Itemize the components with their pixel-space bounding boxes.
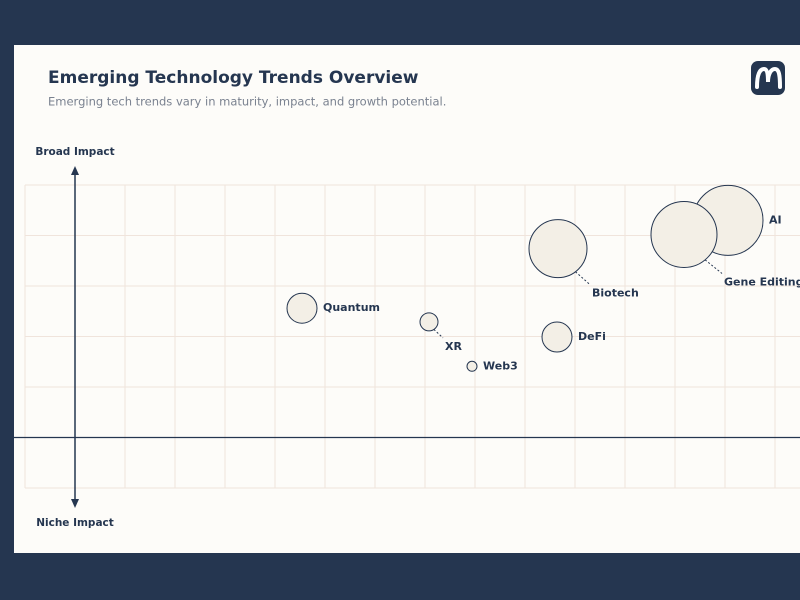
chart-subtitle: Emerging tech trends vary in maturity, i…	[48, 95, 446, 109]
bubble	[541, 321, 573, 353]
y-label-bottom: Niche Impact	[36, 517, 114, 529]
bubble-label: AI	[769, 213, 782, 226]
bubble	[650, 200, 718, 268]
bubble-label: DeFi	[578, 330, 606, 343]
arrow-head	[71, 499, 79, 508]
bubble	[466, 360, 478, 372]
logo[interactable]	[751, 61, 785, 95]
chart-title: Emerging Technology Trends Overview	[48, 68, 419, 88]
bubble	[419, 312, 439, 332]
leader-line	[575, 271, 591, 286]
arrow-head	[71, 166, 79, 175]
chart: AI Gene Editing Biotech Quantum XR DeFi Web3	[14, 166, 800, 508]
bubble-label: Biotech	[592, 287, 639, 300]
bubble-label: Web3	[483, 359, 518, 372]
logo-mark[interactable]	[755, 66, 782, 89]
bubble	[286, 292, 318, 324]
y-label-top: Broad Impact	[35, 146, 114, 158]
bubble-label: Gene Editing	[724, 275, 800, 288]
bubble-label: Quantum	[323, 301, 380, 314]
bubble	[528, 219, 588, 279]
card	[14, 45, 800, 553]
bubble-label: XR	[445, 340, 462, 353]
